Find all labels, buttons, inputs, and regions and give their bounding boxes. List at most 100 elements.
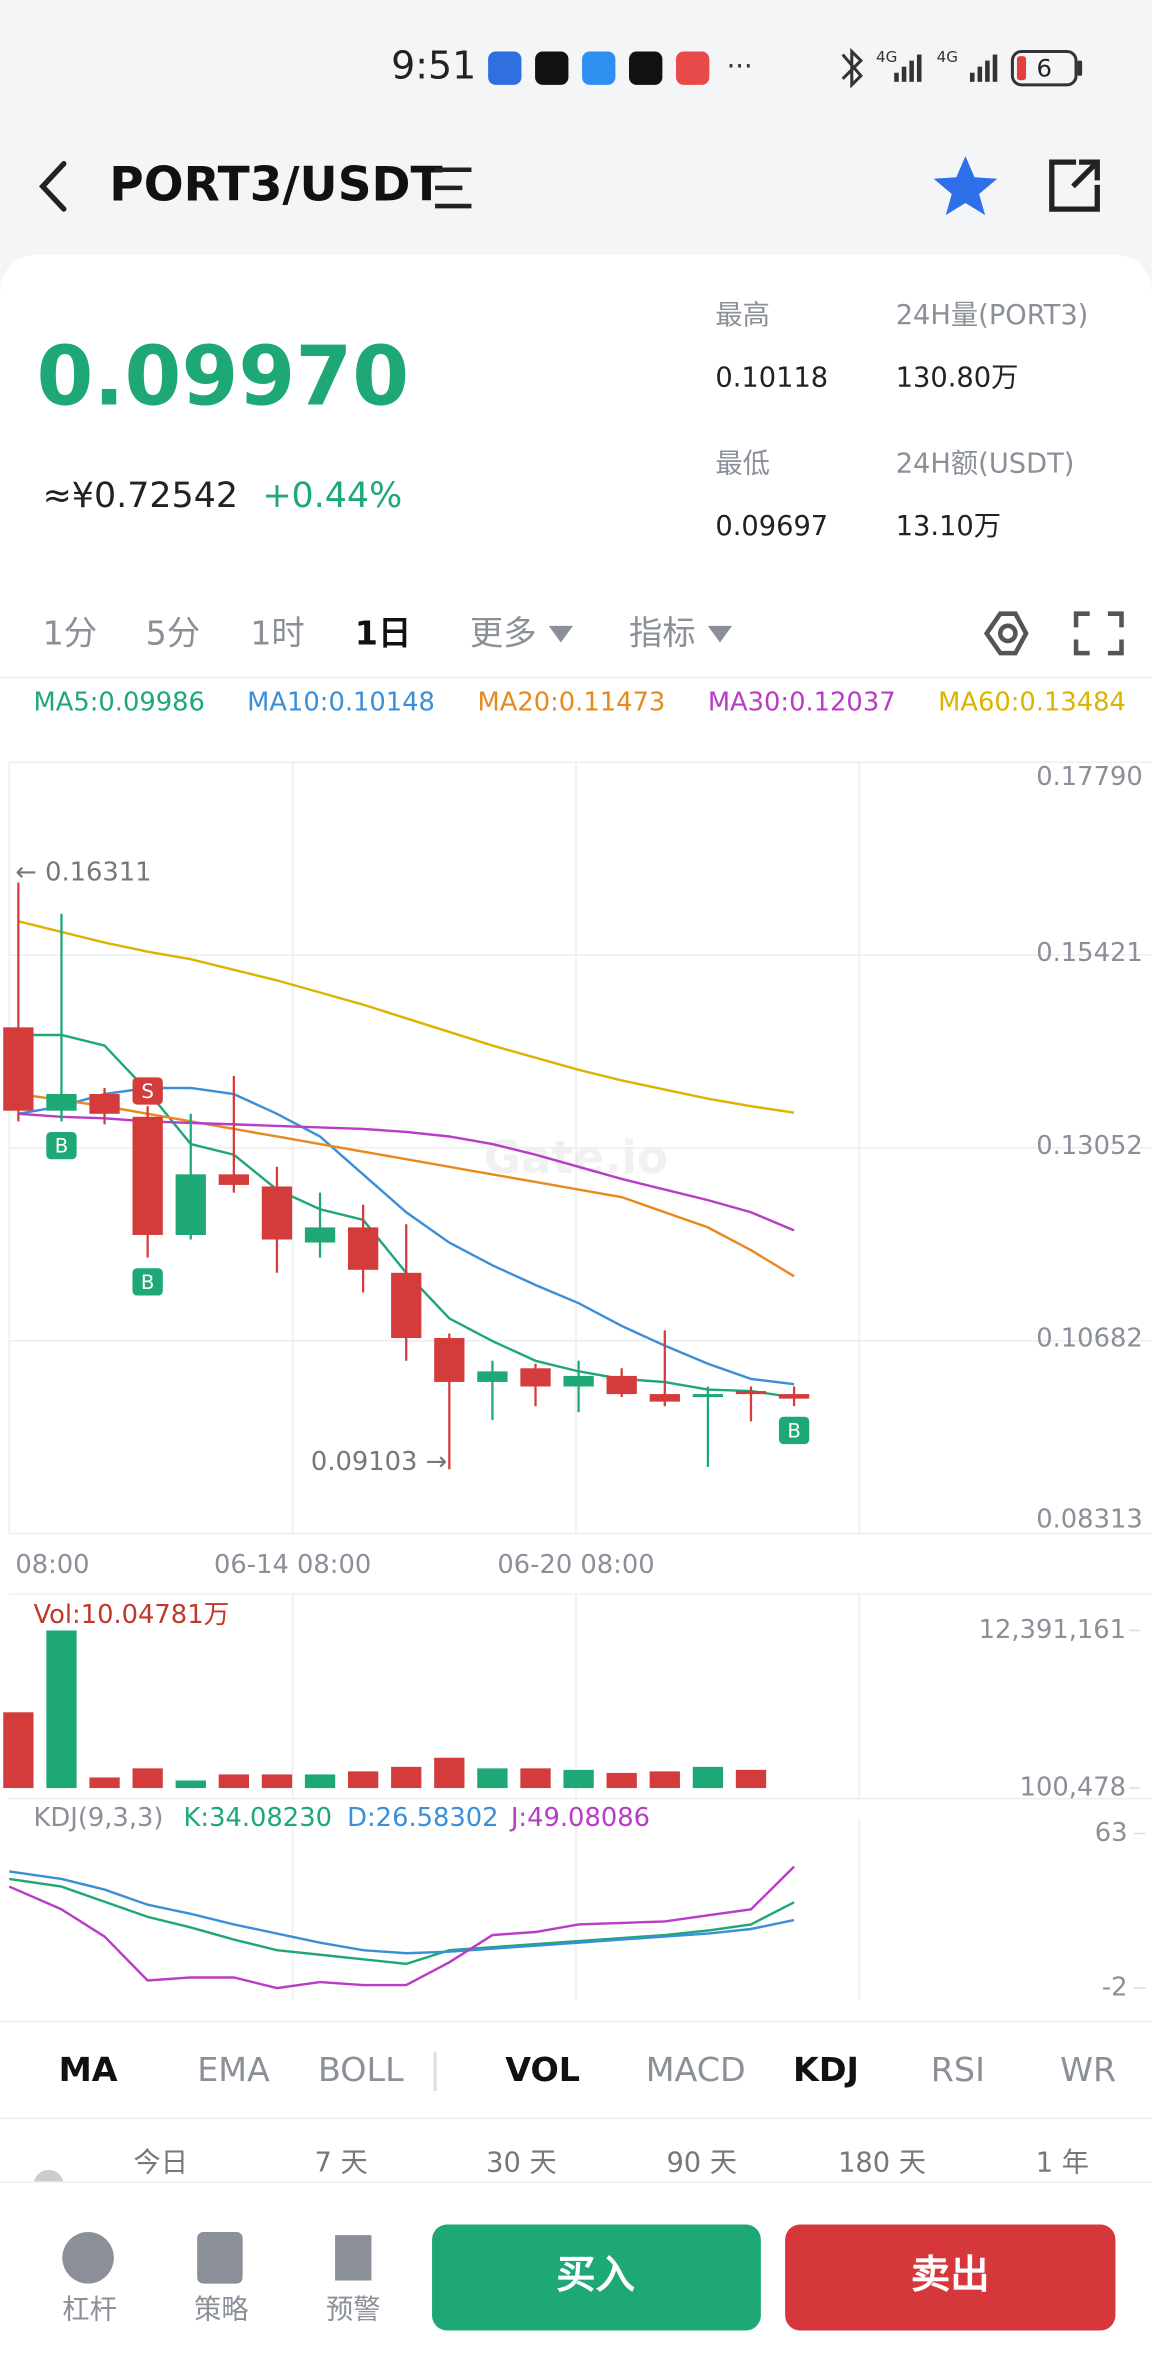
interval-tab[interactable]: 指标 <box>629 613 696 652</box>
volume-bar <box>218 1774 249 1789</box>
volume-bar <box>563 1769 594 1789</box>
stat-label: 24H额(USDT) <box>896 449 1075 480</box>
sell-label: 卖出 <box>911 2252 990 2298</box>
range-tab[interactable]: 今日 <box>134 2147 189 2178</box>
tool-label[interactable]: 杠杆 <box>62 2294 117 2325</box>
kdj-title: KDJ(9,3,3) <box>34 1803 164 1833</box>
stat-value: 0.10118 <box>715 362 828 393</box>
candle-body <box>563 1375 594 1387</box>
volume-bar <box>692 1766 724 1789</box>
svg-text:4G: 4G <box>876 48 897 66</box>
range-tab[interactable]: 7 天 <box>314 2147 367 2178</box>
low-annotation: 0.09103 → <box>311 1447 447 1477</box>
svg-text:···: ··· <box>727 52 753 83</box>
stat-value: 130.80万 <box>896 362 1019 393</box>
volume-bar <box>649 1771 680 1789</box>
range-tab[interactable]: 1 年 <box>1036 2147 1089 2178</box>
tool-label[interactable]: 预警 <box>326 2294 381 2325</box>
watermark: Gate.io <box>484 1131 669 1184</box>
status-app-icons: ··· <box>488 51 753 85</box>
ma-legend: MA5:0.09986 <box>34 688 205 718</box>
share-button[interactable] <box>1049 159 1100 212</box>
trade-signal <box>778 1416 810 1445</box>
indicator-tab[interactable]: MACD <box>646 2050 746 2089</box>
interval-tab[interactable]: 1时 <box>250 613 305 652</box>
y-tick-label: 0.08313 <box>1036 1504 1142 1534</box>
trade-signal-label: B <box>787 1419 801 1442</box>
pair-title: PORT3/USDT <box>109 157 442 212</box>
candle-body <box>347 1227 379 1270</box>
interval-tab[interactable]: 1分 <box>43 613 98 652</box>
y-tick-label: 0.13052 <box>1036 1131 1142 1161</box>
fullscreen-icon[interactable] <box>1073 611 1124 656</box>
sell-button[interactable] <box>785 2224 1116 2331</box>
volume-bar <box>477 1768 508 1789</box>
indicator-tab[interactable]: MA <box>59 2050 118 2089</box>
volume-bar <box>3 1712 34 1789</box>
favorite-star[interactable] <box>933 156 998 216</box>
volume-tick-label: 100,478 <box>1020 1773 1126 1803</box>
volume-tick-label: 12,391,161 <box>979 1615 1126 1645</box>
volume-bar <box>132 1768 163 1789</box>
stat-value: 0.09697 <box>715 511 828 542</box>
interval-tab[interactable]: 5分 <box>146 613 201 652</box>
volume-bar <box>89 1777 120 1789</box>
kdj-legend: D:26.58302 <box>347 1803 498 1833</box>
ma-line <box>18 920 795 1114</box>
candle-body <box>649 1394 680 1402</box>
volume-bar <box>261 1774 293 1789</box>
kdj-line <box>8 1865 795 1990</box>
stat-label: 最低 <box>715 449 770 480</box>
ma-legend: MA10:0.10148 <box>247 688 435 718</box>
tool-label[interactable]: 策略 <box>194 2294 249 2325</box>
ma-legend: MA20:0.11473 <box>478 688 666 718</box>
candle-body <box>606 1375 637 1395</box>
status-signal-icons: 4G 4G <box>841 47 1083 89</box>
y-tick-label: 0.15421 <box>1036 938 1142 968</box>
indicator-tab[interactable]: BOLL <box>318 2050 404 2089</box>
candle-body <box>132 1116 163 1235</box>
x-tick-label: 06-14 08:00 <box>214 1550 371 1580</box>
x-tick-label: 06-20 08:00 <box>497 1550 654 1580</box>
ma-legend: MA60:0.13484 <box>938 688 1126 718</box>
interval-tab[interactable]: 1日 <box>355 613 412 652</box>
indicator-tab[interactable]: VOL <box>505 2050 580 2089</box>
last-price: 0.09970 <box>37 329 410 424</box>
trade-signal <box>132 1077 163 1105</box>
candle-body <box>692 1394 724 1398</box>
kdj-tick-label: -2 <box>1102 1973 1128 2003</box>
volume-bar <box>175 1780 206 1789</box>
battery-level: 6 <box>1037 54 1052 83</box>
indicator-tab[interactable]: EMA <box>197 2050 270 2089</box>
trade-signal-label: B <box>55 1135 69 1158</box>
stat-value: 13.10万 <box>896 511 1001 542</box>
range-tab[interactable]: 180 天 <box>838 2147 926 2178</box>
range-tab[interactable]: 30 天 <box>486 2147 557 2178</box>
status-time: 9:51 <box>391 44 476 88</box>
back-button[interactable] <box>38 161 67 212</box>
buy-label: 买入 <box>556 2252 635 2298</box>
candle-body <box>391 1272 422 1339</box>
candle-body <box>46 1094 77 1111</box>
pair-menu-icon[interactable] <box>435 167 472 209</box>
indicator-tab[interactable]: KDJ <box>793 2050 859 2089</box>
ma-legend: MA30:0.12037 <box>708 688 896 718</box>
kdj-tick-label: 63 <box>1095 1818 1128 1848</box>
candle-body <box>434 1338 465 1382</box>
candle-body <box>175 1174 206 1235</box>
range-tab[interactable]: 90 天 <box>666 2147 737 2178</box>
indicator-tab[interactable]: RSI <box>931 2050 985 2089</box>
candle-body <box>89 1094 120 1114</box>
settings-icon[interactable] <box>983 611 1029 656</box>
indicator-tab[interactable]: WR <box>1060 2050 1116 2089</box>
trade-signal-label: S <box>141 1080 154 1103</box>
candle-body <box>778 1394 810 1399</box>
volume-bar <box>347 1771 379 1789</box>
interval-tab[interactable]: 更多 <box>470 613 537 652</box>
dropdown-caret <box>548 625 573 643</box>
buy-button[interactable] <box>432 2224 761 2331</box>
svg-text:4G: 4G <box>937 48 958 66</box>
